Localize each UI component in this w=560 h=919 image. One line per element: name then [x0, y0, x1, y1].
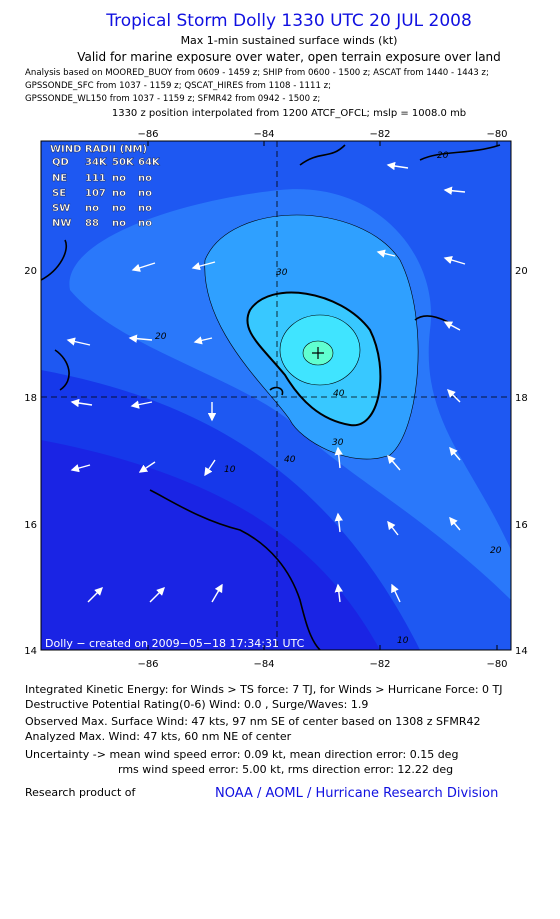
contour-label: 10	[224, 465, 236, 475]
wind-radii-cell: SE	[52, 188, 66, 199]
wind-radii-header: 64K	[138, 157, 161, 168]
footer-line: Analyzed Max. Wind: 47 kts, 60 nm NE of …	[25, 730, 292, 743]
footer-line: Observed Max. Surface Wind: 47 kts, 97 n…	[25, 715, 481, 728]
org-link[interactable]: NOAA / AOML / Hurricane Research Divisio…	[215, 786, 498, 801]
title: Tropical Storm Dolly 1330 UTC 20 JUL 200…	[105, 11, 472, 31]
wind-radii-cell: no	[138, 203, 152, 214]
lon-label: −84	[253, 129, 274, 140]
lat-label: 16	[24, 520, 37, 531]
credit: Dolly − created on 2009−05−18 17:34:31 U…	[45, 637, 305, 650]
contour-label: 20	[437, 151, 449, 161]
contour-label: 10	[397, 636, 409, 646]
contour-label: 30	[332, 438, 344, 448]
lat-label: 16	[515, 520, 528, 531]
wind-radii-cell: no	[138, 188, 152, 199]
wind-radii-cell: 111	[85, 173, 106, 184]
wind-radii-cell: no	[85, 203, 99, 214]
position-note: 1330 z position interpolated from 1200 A…	[112, 108, 466, 119]
wind-radii-table: QD 34K 50K 64K NE 111 no no SE 107 no no SW no no no NW 8…	[52, 157, 161, 229]
footer-line: rms wind speed error: 5.00 kt, rms direc…	[118, 763, 453, 776]
lat-label: 14	[515, 646, 528, 657]
lon-label: −82	[369, 129, 390, 140]
axes: −86 −86 −84 −84 −82 −82 −80 −80 20 20 18 18 16 16 14 14	[24, 129, 527, 670]
wind-radii-cell: NW	[52, 218, 71, 229]
wind-radii-cell: no	[112, 218, 126, 229]
lat-label: 14	[24, 646, 37, 657]
contour-label: 40	[333, 389, 345, 399]
sources: GPSSONDE_SFC from 1037 - 1159 z; QSCAT_H…	[25, 81, 331, 91]
wind-radii-cell: no	[138, 173, 152, 184]
wind-radii-cell: 88	[85, 218, 99, 229]
wind-radii-header: QD	[52, 157, 69, 168]
lon-label: −80	[486, 659, 507, 670]
validity: Valid for marine exposure over water, op…	[77, 50, 501, 64]
lon-label: −82	[369, 659, 390, 670]
footer-line: Integrated Kinetic Energy: for Winds > T…	[25, 683, 503, 696]
contour-label: 20	[490, 546, 502, 556]
contour-label: 40	[284, 455, 296, 465]
wind-radii-cell: SW	[52, 203, 70, 214]
lat-label: 20	[515, 266, 528, 277]
lon-label: −80	[486, 129, 507, 140]
footer-line: Uncertainty -> mean wind speed error: 0.…	[25, 748, 458, 761]
wind-radii-header: 34K	[85, 157, 108, 168]
subtitle: Max 1-min sustained surface winds (kt)	[181, 34, 398, 47]
contour-label: 30	[276, 268, 288, 278]
research: Research product of	[25, 786, 136, 799]
wind-radii-cell: no	[138, 218, 152, 229]
wind-radii-header: 50K	[112, 157, 135, 168]
wind-radii-cell: 107	[85, 188, 106, 199]
wind-radii-cell: no	[112, 188, 126, 199]
wind-radii-title: WIND RADII (NM)	[50, 144, 147, 155]
lat-label: 20	[24, 266, 37, 277]
map: 20 20 30 40 30 10 40 20 10 WIND RADII (N…	[41, 141, 511, 650]
wind-radii-cell: no	[112, 203, 126, 214]
contour-label: 20	[155, 332, 167, 342]
sources: GPSSONDE_WL150 from 1037 - 1159 z; SFMR4…	[25, 94, 320, 104]
lat-label: 18	[24, 393, 37, 404]
wind-radii-cell: NE	[52, 173, 67, 184]
lon-label: −86	[137, 659, 158, 670]
lon-label: −84	[253, 659, 274, 670]
sources: Analysis based on MOORED_BUOY from 0609 …	[25, 68, 489, 78]
lon-label: −86	[137, 129, 158, 140]
footer-line: Destructive Potential Rating(0-6) Wind: …	[25, 698, 368, 711]
wind-radii-cell: no	[112, 173, 126, 184]
lat-label: 18	[515, 393, 528, 404]
